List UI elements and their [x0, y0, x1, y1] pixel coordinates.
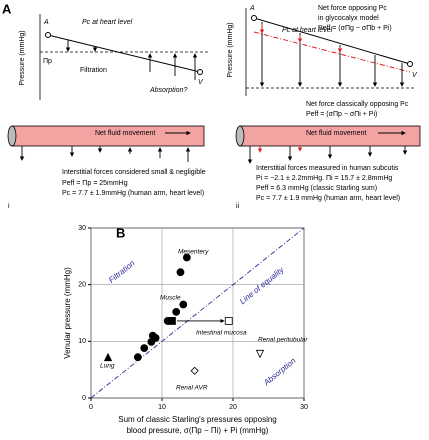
- point: [190, 366, 199, 375]
- x-tick-label: 30: [300, 404, 308, 411]
- point: [151, 334, 160, 342]
- point-annotation: Muscle: [160, 295, 181, 302]
- label: Absorption?: [149, 87, 187, 94]
- point-annotation: Lung: [100, 363, 115, 370]
- diagram-shape: [407, 61, 413, 67]
- point-annotation: Renal peritubular: [258, 337, 308, 344]
- label: Net fluid movement: [95, 130, 155, 137]
- region-label: Filtration: [107, 258, 137, 285]
- y-axis-label: Venular pressure (mmHg): [63, 267, 72, 359]
- diagram-shape: [253, 17, 411, 65]
- panel-b: B 0 10 20 30 0 10 20 30 Venular pressure (mmHg) Su…: [63, 225, 308, 435]
- point: [133, 353, 142, 362]
- label: Net force opposing Pc: [318, 5, 387, 12]
- point: [179, 300, 188, 309]
- label: i: [8, 203, 10, 210]
- label: Peff = (σΠg − σΠb + Pi): [318, 25, 392, 32]
- x-axis-label: Sum of classic Starling's pressures oppo…: [118, 415, 277, 424]
- label: Net fluid movement: [306, 130, 366, 137]
- label: Net force classically opposing Pc: [306, 101, 409, 108]
- label: Peff = Πp = 25mmHg: [62, 180, 128, 187]
- y-tick-label: 20: [78, 282, 86, 289]
- point-annotation: Intestinal mucosa: [196, 330, 247, 337]
- label: Interstitial forces measured in human su…: [256, 165, 399, 172]
- label: Pi = −2.1 ± 2.2mmHg. Πi = 15.7 ± 2.8mmHg: [256, 175, 392, 182]
- label: V: [412, 72, 418, 79]
- label: ii: [236, 203, 240, 210]
- point: [103, 352, 113, 362]
- label: Interstitial forces considered small & n…: [62, 169, 206, 176]
- panel-label: B: [116, 225, 125, 240]
- point-annotation: Mesentery: [178, 249, 209, 256]
- diagram-shape: [235, 125, 245, 147]
- label: Pressure (mmHg): [227, 22, 234, 77]
- label: Peff = 6.3 mmHg (classic Starling sum): [256, 185, 377, 192]
- panel-a: A Pressure (mmHg) Πp A V Pc at heart lev…: [2, 1, 421, 210]
- label: A: [43, 19, 49, 26]
- point-annotation: Renal AVR: [176, 385, 208, 392]
- point: [168, 317, 176, 325]
- point: [224, 317, 233, 325]
- region-label: Absorption: [261, 356, 298, 388]
- point: [140, 344, 149, 353]
- diagram-shape: [197, 69, 203, 75]
- point: [172, 307, 181, 316]
- label: Pressure (mmHg): [19, 30, 26, 85]
- label: Filtration: [80, 67, 107, 74]
- point: [182, 253, 191, 262]
- x-tick-label: 0: [89, 404, 93, 411]
- diagram-shape: [251, 15, 257, 21]
- x-tick-label: 10: [158, 404, 166, 411]
- y-tick-label: 30: [78, 225, 86, 232]
- diagonal-label: Line of equality: [238, 265, 286, 306]
- label: in glycocalyx model: [318, 15, 379, 22]
- label: A: [249, 5, 255, 12]
- label: Pc = 7.7 ± 1.9mmHg (human arm, heart lev…: [62, 190, 204, 197]
- x-axis-label: blood pressure, σ(Πp − Πi) + Pi (mmHg): [127, 426, 269, 435]
- diagram-shape: [45, 32, 51, 38]
- label: Πp: [43, 58, 52, 65]
- label: Pc at heart level: [282, 27, 333, 34]
- y-tick-label: 0: [82, 395, 86, 402]
- diagram-shape: [47, 34, 201, 73]
- label: Pc at heart level: [82, 19, 133, 26]
- point: [255, 349, 265, 359]
- equality-line: [90, 227, 305, 399]
- label: V: [198, 79, 204, 86]
- y-tick-label: 10: [78, 338, 86, 345]
- x-tick-label: 20: [229, 404, 237, 411]
- diagram-shape: [253, 31, 411, 73]
- diagram-shape: [7, 125, 17, 147]
- label: Peff = (σΠp − σΠi + Pi): [306, 111, 377, 118]
- point: [176, 268, 185, 277]
- label: A: [2, 1, 12, 16]
- label: Pc = 7.7 ± 1.9 mmHg (human arm, heart le…: [256, 195, 400, 202]
